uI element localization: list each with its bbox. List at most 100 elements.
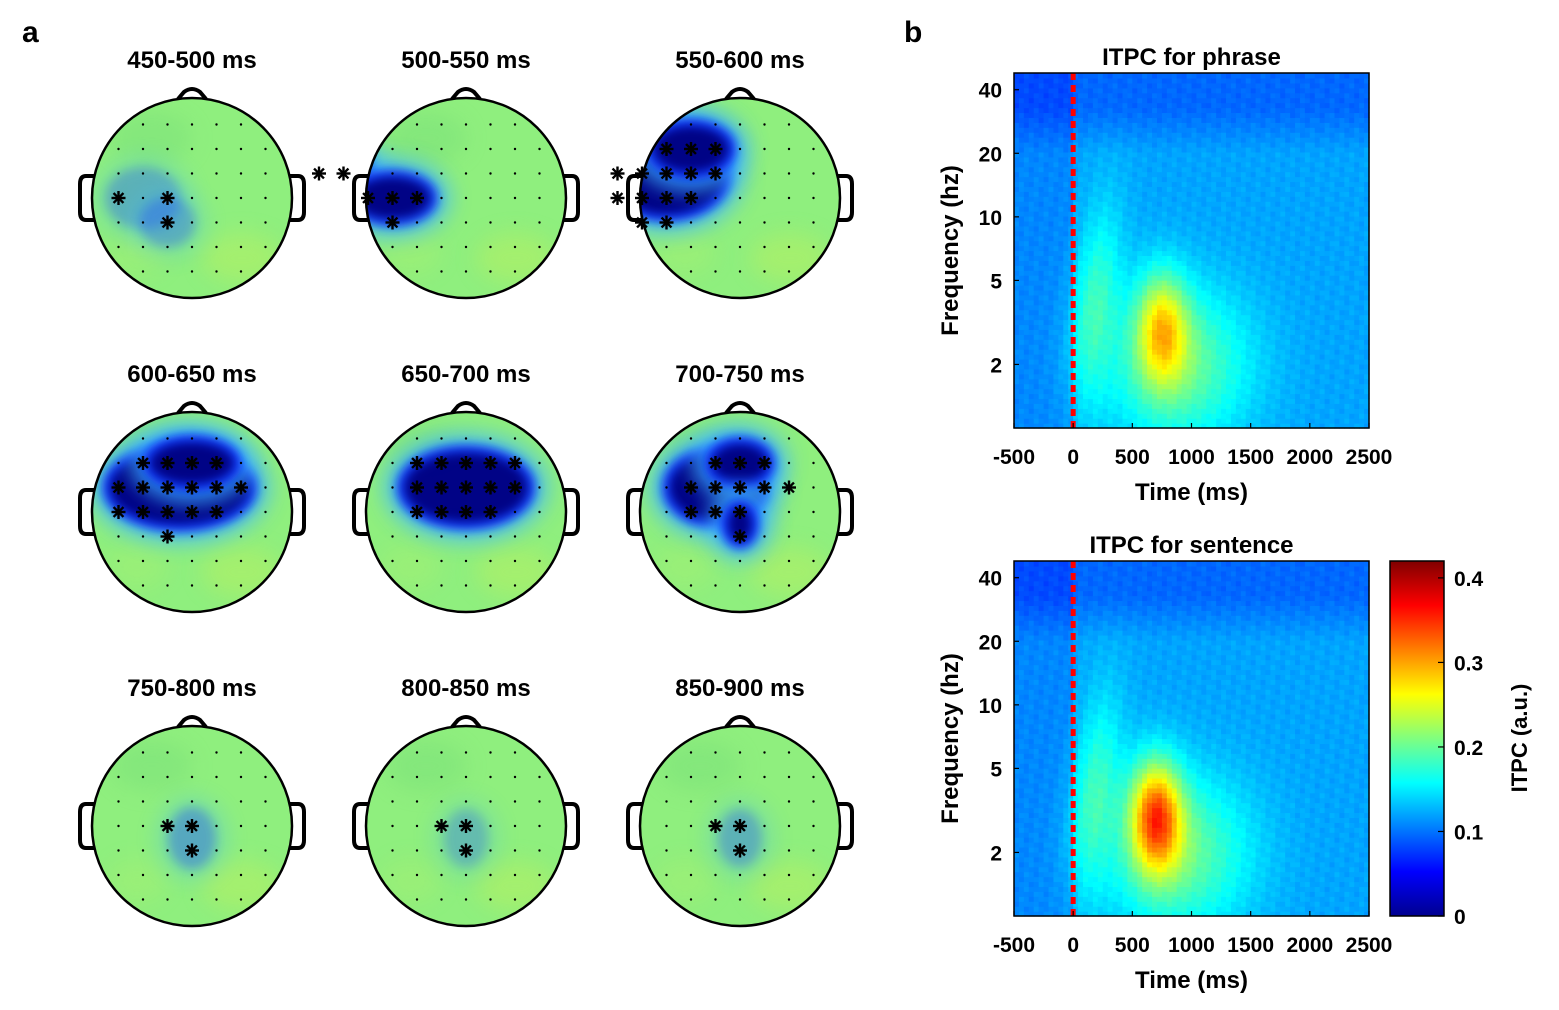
electrode-dot bbox=[239, 510, 243, 514]
electrode-dot bbox=[190, 559, 194, 563]
left-ear-outline bbox=[352, 488, 368, 536]
electrode-dot bbox=[665, 486, 668, 489]
x-tick-label: 0 bbox=[1067, 446, 1079, 469]
electrode-dot bbox=[190, 437, 194, 440]
electrode-dot bbox=[440, 849, 443, 852]
electrode-dot bbox=[787, 849, 791, 852]
electrode-dot bbox=[166, 559, 169, 563]
electrode-dot bbox=[415, 751, 419, 754]
significant-electrode bbox=[757, 456, 772, 470]
electrode-dot bbox=[714, 559, 717, 563]
electrode-dot bbox=[538, 147, 541, 151]
electrode-dot bbox=[763, 245, 766, 249]
electrode-dot bbox=[391, 486, 394, 489]
electrode-dot bbox=[787, 751, 791, 754]
electrode-dot bbox=[239, 535, 243, 538]
electrode-dot bbox=[714, 873, 717, 877]
electrode-dot bbox=[464, 123, 468, 126]
electrode-dot bbox=[391, 147, 394, 151]
electrode-dot bbox=[513, 873, 517, 877]
electrode-dot bbox=[489, 245, 492, 249]
significant-electrode bbox=[483, 456, 498, 470]
nose-outline bbox=[176, 715, 208, 729]
itpc-heatmap: ITPC for sentence -500 0 500 1000 1500 2000 250… bbox=[937, 532, 1392, 994]
electrode-dot bbox=[166, 437, 169, 440]
significant-electrode bbox=[483, 505, 498, 519]
significant-electrode bbox=[459, 505, 473, 519]
electrode-dot bbox=[141, 147, 145, 151]
electrode-dot bbox=[464, 559, 468, 563]
electrode-dot bbox=[714, 196, 717, 200]
x-tick-label: 2500 bbox=[1346, 934, 1393, 957]
electrode-dot bbox=[415, 245, 419, 249]
electrode-dot bbox=[190, 535, 194, 538]
electrode-dot bbox=[689, 535, 693, 538]
electrode-dot bbox=[738, 751, 742, 754]
electrode-dot bbox=[264, 172, 267, 175]
significant-electrode bbox=[209, 480, 224, 495]
topo-map: 500-550 ms bbox=[312, 47, 580, 300]
electrode-dot bbox=[689, 221, 693, 224]
x-tick-label: 2500 bbox=[1346, 446, 1393, 469]
topo-title: 600-650 ms bbox=[127, 361, 256, 388]
electrode-dot bbox=[689, 898, 693, 901]
electrode-dot bbox=[141, 898, 145, 901]
electrode-dot bbox=[215, 775, 218, 779]
electrode-dot bbox=[763, 800, 766, 803]
colorbar-tick-label: 0.3 bbox=[1454, 652, 1483, 675]
electrode-dot bbox=[738, 196, 742, 200]
x-tick-label: 2000 bbox=[1286, 934, 1333, 957]
electrode-dot bbox=[166, 873, 169, 877]
electrode-dot bbox=[812, 824, 815, 828]
electrode-dot bbox=[763, 751, 766, 754]
electrode-dot bbox=[239, 461, 243, 465]
electrode-dot bbox=[264, 535, 267, 538]
electrode-dot bbox=[239, 898, 243, 901]
topo-title: 750-800 ms bbox=[127, 675, 256, 702]
x-tick-label: 1500 bbox=[1227, 934, 1274, 957]
electrode-dot bbox=[538, 172, 541, 175]
right-ear-outline bbox=[564, 174, 580, 222]
electrode-dot bbox=[166, 147, 169, 151]
electrode-dot bbox=[513, 123, 517, 126]
electrode-dot bbox=[513, 775, 517, 779]
significant-electrode bbox=[733, 505, 747, 519]
electrode-dot bbox=[763, 147, 766, 151]
electrode-dot bbox=[264, 147, 267, 151]
electrode-dot bbox=[215, 437, 218, 440]
left-ear-outline bbox=[78, 174, 94, 222]
significant-electrode bbox=[659, 166, 674, 181]
electrode-dot bbox=[538, 535, 541, 538]
electrode-dot bbox=[264, 486, 267, 489]
electrode-dot bbox=[264, 775, 267, 779]
electrode-dot bbox=[215, 270, 218, 273]
significant-electrode bbox=[782, 480, 796, 495]
electrode-dot bbox=[264, 873, 267, 877]
electrode-dot bbox=[489, 123, 492, 126]
electrode-dot bbox=[166, 584, 169, 587]
electrode-dot bbox=[513, 800, 517, 803]
electrode-dot bbox=[689, 849, 693, 852]
electrode-dot bbox=[513, 751, 517, 754]
significant-electrode bbox=[684, 166, 698, 181]
significant-electrode bbox=[185, 505, 199, 519]
significant-electrode bbox=[684, 191, 698, 205]
itpc-heatmap: ITPC for phrase -500 0 500 1000 1500 2000 2500 T… bbox=[937, 44, 1392, 506]
y-tick-label: 5 bbox=[990, 758, 1002, 781]
electrode-dot bbox=[239, 245, 243, 249]
electrode-dot bbox=[714, 751, 717, 754]
electrode-dot bbox=[415, 824, 419, 828]
left-ear-outline bbox=[352, 174, 368, 222]
nose-outline bbox=[724, 87, 756, 101]
electrode-dot bbox=[190, 221, 194, 224]
electrode-dot bbox=[215, 824, 218, 828]
electrode-dot bbox=[464, 898, 468, 901]
electrode-dot bbox=[714, 123, 717, 126]
right-ear-outline bbox=[564, 802, 580, 850]
electrode-dot bbox=[665, 245, 668, 249]
significant-electrode bbox=[708, 819, 723, 833]
significant-electrode bbox=[610, 191, 625, 205]
electrode-dot bbox=[190, 196, 194, 200]
electrode-dot bbox=[141, 849, 145, 852]
electrode-dot bbox=[812, 849, 815, 852]
